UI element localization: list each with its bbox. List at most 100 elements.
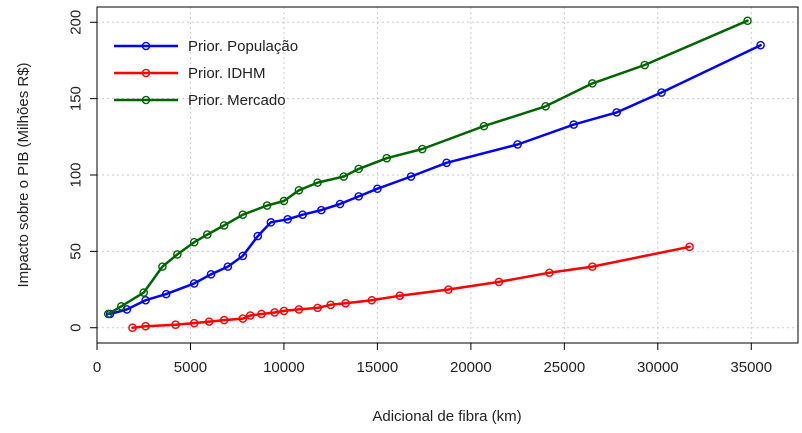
data-point (294, 185, 304, 195)
data-point (382, 153, 392, 163)
data-point (219, 221, 229, 230)
data-point (313, 178, 322, 187)
data-point (326, 300, 335, 310)
data-point (270, 308, 279, 317)
series-line (108, 43, 762, 316)
data-point (238, 251, 248, 261)
data-point (253, 231, 263, 241)
data-point (545, 268, 554, 278)
x-tick-label: 10000 (263, 359, 305, 376)
y-tick-label: 150 (67, 86, 84, 111)
data-point (158, 262, 167, 271)
data-point (189, 237, 199, 247)
data-point (279, 196, 289, 206)
data-point (317, 205, 326, 215)
series-2 (128, 242, 694, 333)
legend-item-1: Prior. População (114, 38, 298, 55)
legend-label: Prior. Mercado (188, 92, 286, 109)
data-point (541, 101, 550, 111)
data-point (298, 210, 307, 220)
legend: Prior. População Prior. IDHM Prior. Mercad… (114, 38, 298, 109)
data-point (294, 305, 304, 314)
data-point (444, 285, 453, 294)
data-point (257, 309, 266, 319)
data-point (341, 298, 350, 308)
series-line (131, 245, 691, 329)
data-point (406, 172, 416, 181)
data-point (141, 321, 150, 331)
x-tick-label: 30000 (637, 359, 679, 376)
x-tick-label: 0 (93, 359, 101, 376)
data-point (238, 314, 248, 323)
data-point (367, 295, 377, 305)
y-axis: 0 50 100 150 200 (67, 10, 97, 332)
data-point (685, 242, 694, 252)
data-point (612, 108, 621, 117)
data-point (313, 303, 322, 313)
data-point (588, 262, 597, 271)
x-tick-label: 25000 (543, 359, 585, 376)
data-point (339, 172, 349, 181)
x-axis: 0 5000 10000 15000 20000 25000 30000 35000 (93, 343, 772, 376)
data-point (588, 79, 597, 88)
y-tick-label: 0 (67, 324, 84, 332)
data-point (395, 291, 405, 300)
x-tick-label: 15000 (357, 359, 399, 376)
legend-label: Prior. IDHM (188, 65, 266, 82)
data-point (513, 140, 522, 149)
y-tick-label: 50 (67, 243, 84, 260)
data-point (204, 317, 214, 326)
data-point (442, 158, 451, 168)
series-1 (105, 40, 765, 319)
data-point (202, 230, 212, 239)
data-point (103, 309, 113, 319)
y-tick-label: 100 (67, 162, 84, 187)
y-tick-label: 200 (67, 10, 84, 35)
data-point (171, 320, 180, 329)
data-point (189, 279, 199, 288)
data-point (206, 269, 216, 279)
data-point (354, 192, 364, 201)
x-tick-label: 5000 (174, 359, 207, 376)
data-point (354, 164, 364, 174)
x-axis-title: Adicional de fibra (km) (372, 408, 521, 425)
data-point (189, 318, 199, 328)
data-point (141, 295, 150, 305)
legend-label: Prior. População (188, 38, 298, 55)
data-point (417, 144, 427, 154)
legend-marker (141, 95, 151, 105)
data-point (266, 218, 276, 227)
data-point (245, 311, 255, 320)
data-point (279, 306, 289, 316)
x-tick-label: 20000 (450, 359, 492, 376)
data-point (117, 302, 126, 311)
data-point (479, 121, 489, 131)
data-point (569, 120, 578, 129)
data-point (640, 60, 650, 70)
legend-item-3: Prior. Mercado (114, 92, 286, 109)
data-point (743, 16, 752, 26)
data-point (161, 289, 171, 299)
y-axis-title: Impacto sobre o PIB (Milhões R$) (15, 62, 32, 287)
series-line (106, 19, 749, 316)
data-point (219, 315, 229, 325)
data-point (283, 214, 292, 224)
data-point (262, 201, 272, 210)
data-point (494, 277, 504, 287)
data-point (657, 88, 666, 97)
legend-marker (141, 41, 151, 51)
series-3 (103, 16, 752, 319)
data-point (139, 288, 149, 297)
data-point (238, 210, 248, 220)
x-tick-label: 35000 (730, 359, 772, 376)
data-point (173, 250, 182, 259)
data-point (335, 199, 345, 209)
legend-item-2: Prior. IDHM (114, 65, 266, 82)
data-point (223, 262, 233, 271)
data-point (128, 323, 137, 333)
legend-marker (141, 68, 151, 78)
series (103, 16, 765, 333)
data-point (756, 40, 765, 50)
data-point (373, 184, 382, 194)
